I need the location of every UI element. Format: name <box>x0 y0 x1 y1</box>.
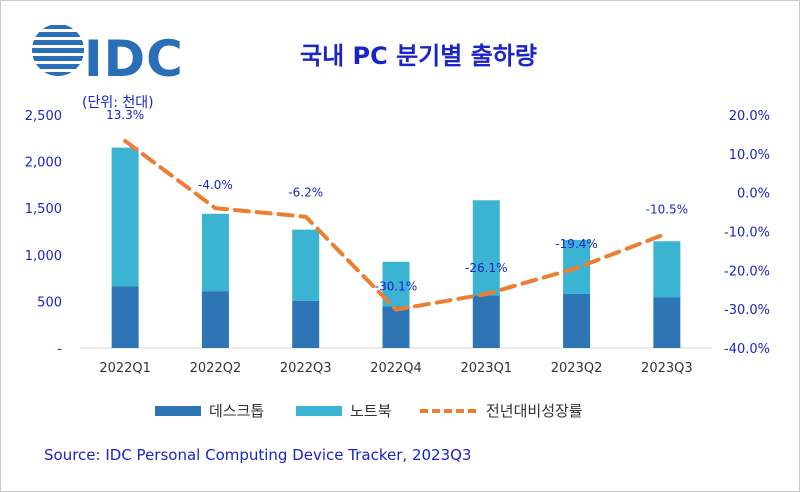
bar-desktop <box>292 300 320 348</box>
y-tick-label: 1,500 <box>25 202 62 217</box>
growth-data-label: -4.0% <box>198 178 233 192</box>
y2-tick-label: -40.0% <box>724 342 770 357</box>
bar-desktop <box>382 306 410 348</box>
legend-label-desktop: 데스크톱 <box>209 402 265 420</box>
bar-desktop <box>653 297 681 348</box>
y-tick-label: - <box>57 342 62 357</box>
growth-data-label: 13.3% <box>106 108 144 122</box>
x-tick-label: 2022Q2 <box>190 361 242 376</box>
legend-item-notebook: 노트북 <box>296 400 391 421</box>
x-tick-label: 2023Q1 <box>460 361 512 376</box>
bar-desktop <box>472 295 500 348</box>
growth-data-label: -10.5% <box>646 202 688 216</box>
legend-item-desktop: 데스크톱 <box>155 400 264 421</box>
legend-label-growth: 전년대비성장률 <box>486 402 583 420</box>
growth-data-label: -19.4% <box>555 237 597 251</box>
y2-tick-label: -30.0% <box>724 303 770 318</box>
logo-text: IDC <box>84 30 184 88</box>
bar-notebook <box>472 200 500 296</box>
bar-notebook <box>111 147 139 287</box>
legend-item-growth: 전년대비성장률 <box>420 400 583 421</box>
y-tick-label: 2,000 <box>25 156 62 171</box>
x-tick-label: 2023Q2 <box>551 361 603 376</box>
bar-desktop <box>111 286 139 348</box>
y-tick-label: 2,500 <box>25 109 62 124</box>
x-tick-label: 2023Q3 <box>641 361 693 376</box>
y-tick-label: 500 <box>37 295 62 310</box>
legend: 데스크톱 노트북 전년대비성장률 <box>0 400 800 424</box>
growth-line <box>123 139 669 312</box>
legend-label-notebook: 노트북 <box>350 402 392 420</box>
chart-plot: - 500 1,000 1,500 2,000 2,500 -40.0% -30.0% -20.… <box>25 108 770 376</box>
y2-tick-label: -10.0% <box>724 226 770 241</box>
y2-tick-label: 0.0% <box>737 187 770 202</box>
x-tick-label: 2022Q3 <box>280 361 332 376</box>
bar-desktop <box>563 293 591 348</box>
growth-data-label: -6.2% <box>288 186 323 200</box>
globe-icon <box>32 25 84 76</box>
y2-tick-label: 10.0% <box>729 148 770 163</box>
bar-notebook <box>653 241 681 298</box>
unit-label: (단위: 천대) <box>82 95 154 111</box>
x-tick-label: 2022Q4 <box>370 361 422 376</box>
source-note: Source: IDC Personal Computing Device Tr… <box>44 446 472 464</box>
y-tick-label: 1,000 <box>25 249 62 264</box>
legend-swatch-desktop <box>155 405 201 416</box>
x-tick-label: 2022Q1 <box>99 361 151 376</box>
bar-desktop <box>201 291 229 348</box>
growth-data-label: -30.1% <box>375 280 417 294</box>
bar-notebook <box>201 213 229 292</box>
growth-data-label: -26.1% <box>465 261 507 275</box>
chart-title: 국내 PC 분기별 출하량 <box>300 42 537 70</box>
legend-swatch-growth <box>420 408 476 413</box>
idc-logo <box>30 22 190 78</box>
y2-tick-label: -20.0% <box>724 264 770 279</box>
bar-notebook <box>292 229 320 301</box>
y2-tick-label: 20.0% <box>729 109 770 124</box>
legend-swatch-notebook <box>296 405 342 416</box>
